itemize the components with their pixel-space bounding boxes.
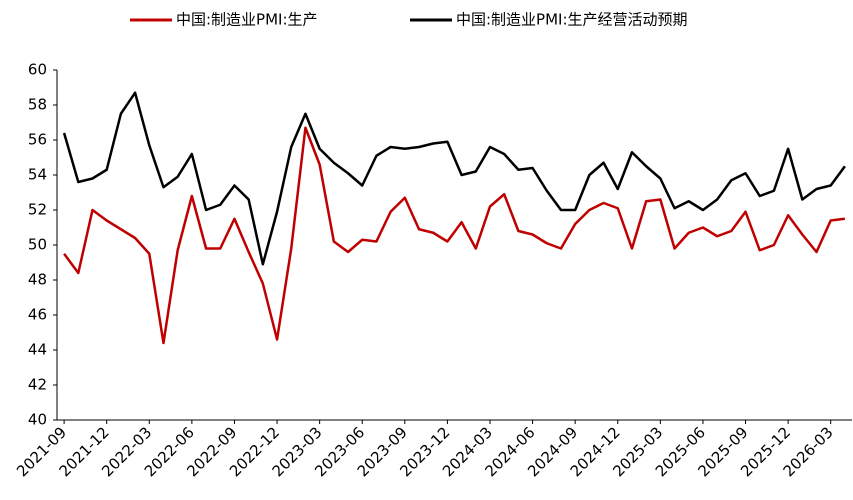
y-tick-label: 48 <box>28 271 47 289</box>
y-tick-label: 42 <box>28 376 47 394</box>
y-tick-label: 60 <box>28 61 47 79</box>
y-tick-label: 44 <box>28 341 47 359</box>
y-tick-label: 56 <box>28 131 47 149</box>
legend-label: 中国:制造业PMI:生产 <box>176 11 318 29</box>
y-tick-label: 52 <box>28 201 47 219</box>
legend-label: 中国:制造业PMI:生产经营活动预期 <box>456 11 688 29</box>
y-tick-label: 58 <box>28 96 47 114</box>
y-tick-label: 50 <box>28 236 47 254</box>
y-tick-label: 40 <box>28 411 47 429</box>
series-line <box>62 91 846 266</box>
y-tick-label: 54 <box>28 166 47 184</box>
series-line <box>63 126 846 345</box>
y-tick-label: 46 <box>28 306 47 324</box>
